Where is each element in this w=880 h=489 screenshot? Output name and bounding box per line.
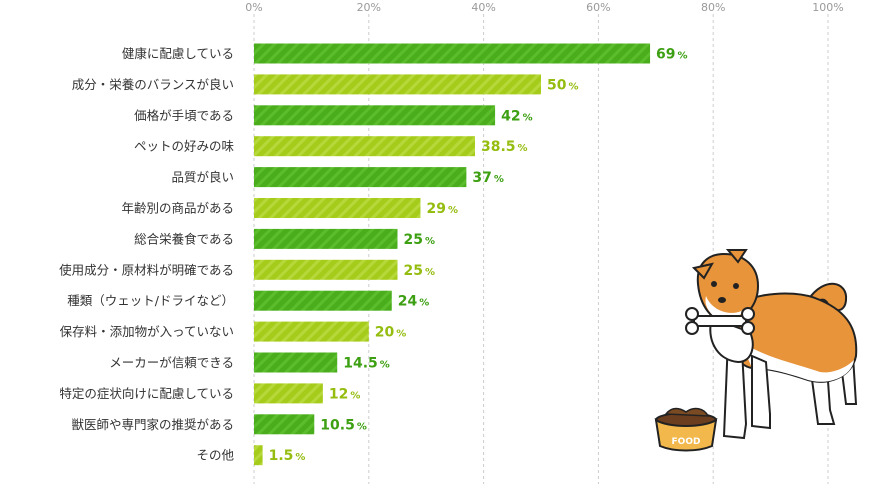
bar	[254, 414, 315, 435]
category-label: 総合栄養食である	[134, 231, 234, 246]
dog-illustration	[685, 249, 858, 440]
x-tick-label: 80%	[701, 1, 725, 14]
bar	[254, 136, 475, 157]
bar	[254, 105, 496, 126]
category-label: 健康に配慮している	[122, 46, 234, 61]
value-label: 20%	[375, 325, 407, 341]
value-label: 50%	[547, 77, 579, 93]
category-label: 特定の症状向けに配慮している	[59, 386, 234, 401]
food-bowl-illustration: FOOD	[654, 407, 718, 452]
value-label: 25%	[404, 263, 436, 279]
value-label: 42%	[501, 108, 533, 124]
bar	[254, 352, 338, 373]
category-label: 獣医師や専門家の推奨がある	[71, 417, 234, 432]
x-tick-label: 60%	[586, 1, 610, 14]
bar	[254, 43, 651, 64]
bar	[254, 74, 541, 95]
bar	[254, 383, 323, 404]
bone-icon	[685, 307, 755, 335]
bar	[254, 290, 392, 311]
bar	[254, 198, 421, 218]
value-label: 14.5%	[343, 356, 390, 372]
category-label: ペットの好みの味	[134, 139, 235, 154]
category-labels: 健康に配慮している成分・栄養のバランスが良い価格が手頃であるペットの好みの味品質…	[59, 46, 234, 463]
x-tick-label: 20%	[357, 1, 381, 14]
category-label: メーカーが信頼できる	[109, 355, 234, 370]
value-label: 1.5%	[269, 448, 306, 464]
category-label: 成分・栄養のバランスが良い	[72, 77, 234, 92]
value-label: 37%	[472, 170, 504, 186]
category-label: 種類（ウェット/ドライなど）	[67, 293, 234, 308]
x-tick-label: 40%	[471, 1, 495, 14]
bar	[254, 228, 398, 249]
x-axis-ticks: 0% 20% 40% 60% 80% 100%	[245, 1, 843, 14]
bar	[254, 259, 398, 280]
x-tick-label: 0%	[245, 1, 262, 14]
value-label: 24%	[398, 294, 430, 310]
bar	[254, 445, 263, 466]
bar	[254, 321, 369, 342]
category-label: 価格が手頃である	[134, 108, 234, 123]
bowl-label: FOOD	[672, 437, 701, 447]
value-label: 10.5%	[320, 417, 367, 433]
value-label: 69%	[656, 47, 688, 63]
value-label: 25%	[404, 232, 436, 248]
category-label: 品質が良い	[171, 170, 234, 185]
category-label: その他	[196, 448, 234, 463]
value-label: 29%	[426, 201, 458, 217]
x-tick-label: 100%	[812, 1, 843, 14]
bars	[254, 43, 651, 466]
value-label: 12%	[329, 386, 361, 402]
value-label: 38.5%	[481, 139, 528, 155]
category-label: 使用成分・原材料が明確である	[59, 262, 234, 277]
category-label: 保存料・添加物が入っていない	[60, 324, 234, 339]
value-labels: 69 % 50 % 42 % 38.5 % 37 % 29 % 25 % 25 % 24 % 20 % 14.5 % 12%…	[269, 47, 688, 465]
category-label: 年齢別の商品がある	[121, 201, 234, 216]
bar	[254, 167, 467, 188]
